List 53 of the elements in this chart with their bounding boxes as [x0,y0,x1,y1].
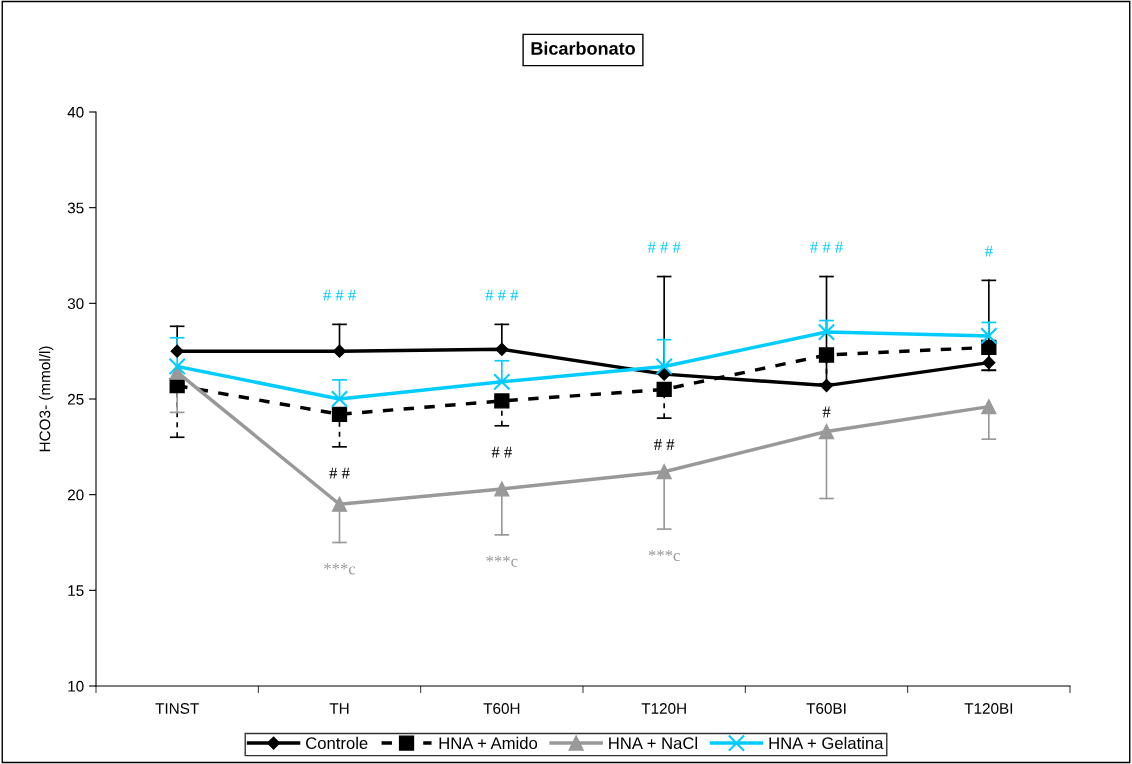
point [331,496,348,512]
point [819,379,834,393]
point [657,367,671,381]
annotation: # # # [810,241,843,253]
point [656,381,672,398]
point [169,364,185,380]
annotation: # # # [647,241,681,253]
x-tick-label: T120BI [964,703,1013,714]
point [818,423,835,440]
point [980,327,998,345]
annotation: # [984,245,993,257]
legend-label: HNA + NaCl [609,736,697,750]
y-axis-title: HCO3- (mmol/l) [39,346,54,452]
x-tick-label: T60BI [806,703,846,714]
point [170,344,184,358]
point [168,357,186,376]
point [494,481,510,497]
point [982,356,996,370]
x-tick-label: TH [329,703,349,714]
x-tick-label: TINST [155,703,199,714]
point [331,406,348,422]
annotation: # # [491,446,512,458]
annotation: # # [654,439,675,450]
y-tick-label: 30 [67,298,84,310]
point [495,342,509,356]
point [494,393,510,409]
annotation: # # # [485,289,519,301]
annotation: # [822,406,831,418]
y-tick-label: 40 [67,106,84,118]
point [332,344,347,358]
y-tick-label: 10 [68,680,84,692]
annotation: ***c [486,555,518,567]
point [493,373,511,391]
legend-label: Controle [306,736,368,750]
y-tick-label: 20 [67,489,84,501]
point [817,323,836,341]
annotation: ***c [648,549,680,562]
annotation: ***c [324,563,356,575]
point [818,347,835,363]
y-tick-label: 35 [67,202,84,214]
annotation: # # [329,467,350,479]
x-tick-label: T60H [483,703,520,714]
y-tick-label: 25 [67,393,84,405]
point [655,357,673,376]
legend-label: HNA + Amido [439,736,538,750]
x-tick-label: T120H [641,703,686,714]
point [981,399,997,415]
legend-label: HNA + Gelatina [769,736,884,750]
chart-title: Bicarbonato [531,41,635,55]
y-tick-label: 15 [68,585,84,597]
annotation: # # # [323,289,356,301]
point [330,390,349,408]
point [656,464,672,480]
